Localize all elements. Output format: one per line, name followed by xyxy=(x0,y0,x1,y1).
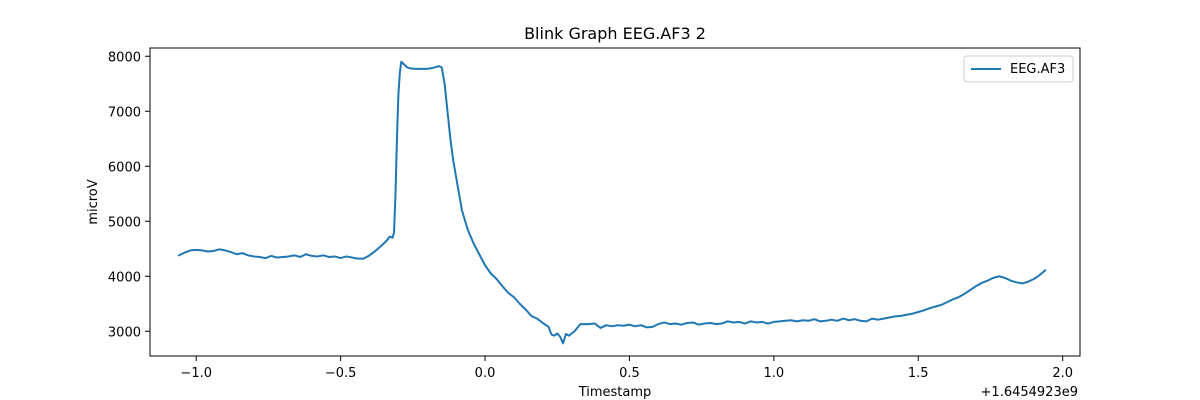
y-tick-label: 3000 xyxy=(108,325,141,340)
y-tick-label: 4000 xyxy=(108,270,141,285)
y-tick-label: 7000 xyxy=(108,105,141,120)
x-tick-label: 0.0 xyxy=(475,366,496,381)
x-tick-label: −1.0 xyxy=(180,366,212,381)
x-tick-label: 0.5 xyxy=(619,366,640,381)
x-tick-label: 2.0 xyxy=(1052,366,1073,381)
x-axis-ticks: −1.0 −0.5 0.0 0.5 1.0 1.5 2.0 xyxy=(180,356,1073,381)
y-tick-label: 8000 xyxy=(108,50,141,65)
y-axis-label: microV xyxy=(86,179,101,224)
y-tick-label: 5000 xyxy=(108,215,141,230)
y-axis-ticks: 3000 4000 5000 6000 7000 8000 xyxy=(108,50,150,340)
x-axis-offset-label: +1.6454923e9 xyxy=(981,385,1078,400)
legend-box xyxy=(963,55,1074,83)
x-tick-label: 1.5 xyxy=(908,366,929,381)
chart-title: Blink Graph EEG.AF3 2 xyxy=(524,24,706,43)
x-tick-label: −0.5 xyxy=(325,366,357,381)
x-axis-label: Timestamp xyxy=(578,385,652,400)
legend-label-eeg-af3: EEG.AF3 xyxy=(1010,62,1065,77)
legend: EEG.AF3 xyxy=(963,55,1074,83)
x-tick-label: 1.0 xyxy=(764,366,785,381)
series-line-eeg-af3 xyxy=(177,60,1047,345)
plot-frame xyxy=(149,47,1081,357)
y-tick-label: 6000 xyxy=(108,160,141,175)
